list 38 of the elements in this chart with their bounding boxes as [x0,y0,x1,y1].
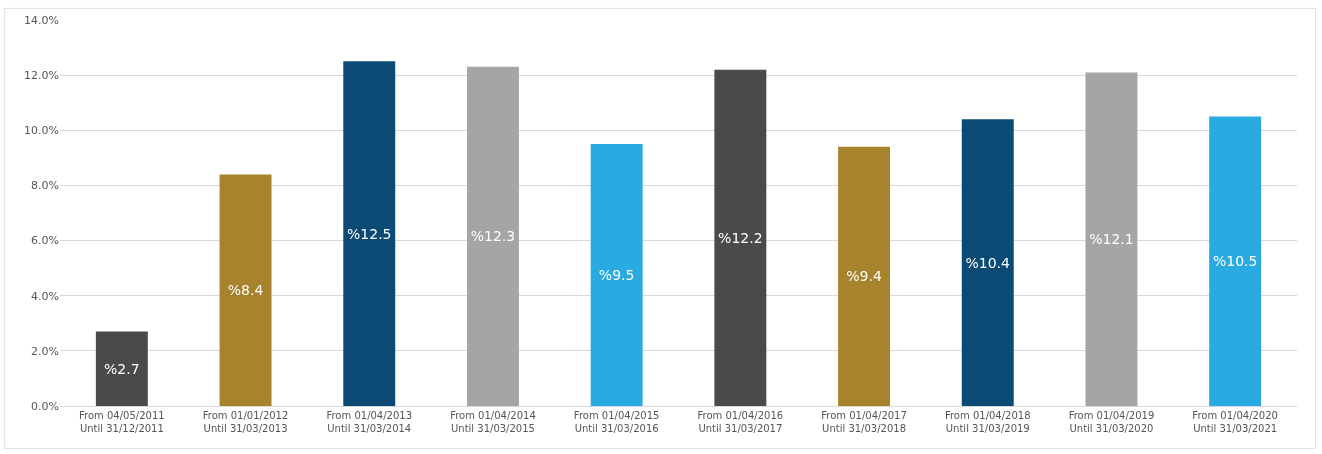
y-tick-label: 2.0% [31,344,59,358]
data-label: %10.4 [965,254,1011,271]
bar [1085,72,1138,406]
y-tick-label: 12.0% [24,68,59,82]
x-tick-label: From 01/04/2016 Until 31/03/2017 [697,410,784,434]
bar [714,69,767,406]
bar [590,144,643,406]
data-label: %12.2 [718,229,763,246]
x-tick-label: From 01/04/2019 Until 31/03/2020 [1068,410,1155,434]
data-label: %12.3 [470,228,516,245]
data-label: %9.4 [846,268,882,285]
bar [838,146,891,406]
x-tick-label: From 01/01/2012 Until 31/03/2013 [202,410,289,434]
bar [219,174,272,406]
bar [95,331,148,406]
x-tick-label: From 01/04/2020 Until 31/03/2021 [1192,410,1278,434]
data-label: %10.5 [1212,253,1258,270]
y-tick-label: 4.0% [31,289,59,303]
x-tick-label: From 01/04/2013 Until 31/03/2014 [326,410,413,434]
y-tick-label: 14.0% [24,13,59,27]
data-label: %8.4 [227,282,264,299]
bar [1209,116,1262,406]
y-tick-label: 10.0% [24,124,59,138]
x-tick-label: From 01/04/2015 Until 31/03/2016 [573,410,660,434]
data-label: %9.5 [598,267,635,284]
y-tick-label: 8.0% [31,179,59,193]
x-tick-label: From 01/04/2018 Until 31/03/2019 [944,410,1031,434]
x-tick-label: From 04/05/2011 Until 31/12/2011 [79,410,165,434]
x-tick-label: From 01/04/2014 Until 31/03/2015 [450,410,536,434]
data-label: %2.7 [104,360,140,377]
bar [343,61,396,406]
data-label: %12.1 [1089,231,1134,248]
data-label: %12.5 [347,225,392,242]
x-tick-label: From 01/04/2017 Until 31/03/2018 [821,410,907,434]
y-tick-label: 0.0% [31,399,59,413]
bar [961,119,1014,406]
y-tick-label: 6.0% [31,234,59,248]
bar [466,66,519,406]
